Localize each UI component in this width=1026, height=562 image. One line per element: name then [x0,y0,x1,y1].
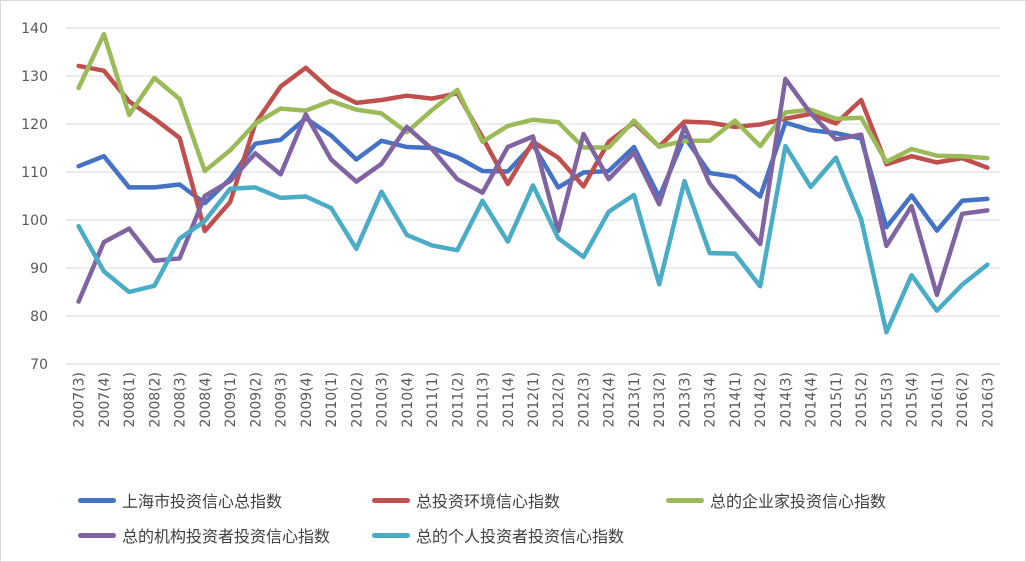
x-tick-label: 2009(4) [299,372,315,427]
x-tick-label: 2012(4) [602,372,618,427]
x-axis-ticks: 2007(3) 2007(4) 2008(1) 2008(2) 2008(3) 2008(… [72,372,997,427]
x-tick-label: 2012(1) [526,372,542,427]
x-tick-label: 2013(1) [627,372,643,427]
x-tick-label: 2013(2) [652,372,668,427]
x-tick-label: 2008(1) [122,372,138,427]
x-tick-label: 2007(4) [97,372,113,427]
x-tick-label: 2014(4) [804,372,820,427]
x-tick-label: 2014(3) [778,372,794,427]
y-tick-label: 70 [30,357,48,373]
series-line-4 [76,143,990,335]
x-tick-label: 2013(3) [677,372,693,427]
x-tick-label: 2012(3) [576,372,592,427]
y-tick-label: 90 [30,261,48,277]
y-tick-label: 110 [21,165,48,181]
x-tick-label: 2011(1) [425,372,441,427]
x-tick-label: 2011(4) [501,372,517,427]
x-tick-label: 2013(4) [703,372,719,427]
y-tick-label: 140 [21,21,48,37]
x-tick-label: 2011(2) [450,372,466,427]
series-line-2 [76,31,990,174]
x-tick-label: 2014(2) [753,372,769,427]
x-tick-label: 2010(3) [375,372,391,427]
x-tick-label: 2009(1) [223,372,239,427]
x-tick-label: 2012(2) [551,372,567,427]
x-tick-label: 2007(3) [72,372,88,427]
y-axis-ticks: 70 80 90 100 110 120 130 140 [21,21,48,373]
x-tick-label: 2015(3) [879,372,895,427]
x-tick-label: 2015(4) [905,372,921,427]
x-tick-label: 2010(2) [349,372,365,427]
x-tick-label: 2016(2) [955,372,971,427]
x-tick-label: 2009(3) [274,372,290,427]
x-tick-label: 2016(3) [980,372,996,427]
x-tick-label: 2016(1) [930,372,946,427]
x-tick-label: 2015(2) [854,372,870,427]
x-tick-label: 2008(2) [147,372,163,427]
x-tick-label: 2014(1) [728,372,744,427]
series-line-3 [76,76,990,304]
y-tick-label: 120 [21,117,48,133]
series-lines [76,31,990,335]
x-tick-label: 2009(2) [248,372,264,427]
x-tick-label: 2010(4) [400,372,416,427]
y-tick-label: 80 [30,309,48,325]
x-tick-label: 2015(1) [829,372,845,427]
x-tick-label: 2011(3) [476,372,492,427]
x-tick-label: 2010(1) [324,372,340,427]
gridlines [66,27,1000,365]
y-tick-label: 130 [21,69,48,85]
x-tick-label: 2008(3) [173,372,189,427]
y-tick-label: 100 [21,213,48,229]
x-tick-label: 2008(4) [198,372,214,427]
